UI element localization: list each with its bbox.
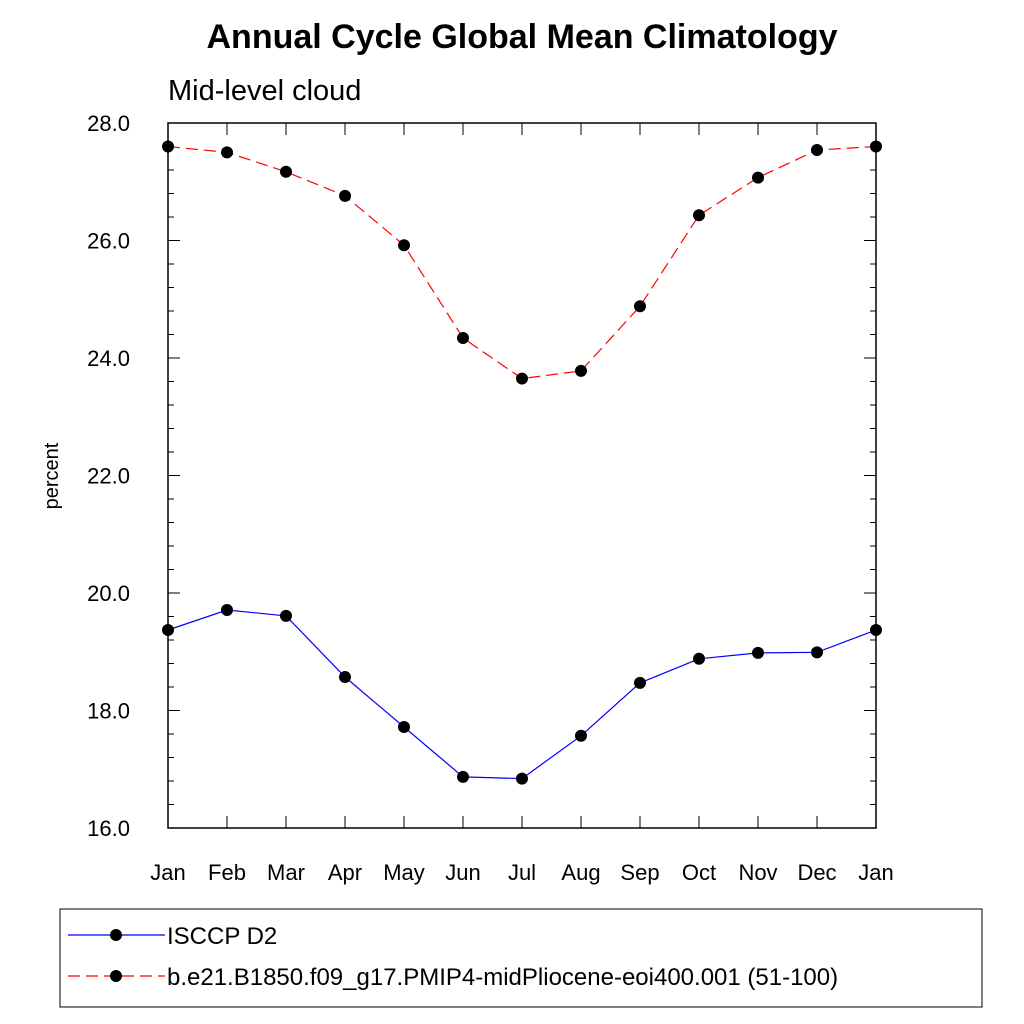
series-0-point bbox=[811, 646, 823, 659]
x-tick-label: Mar bbox=[267, 860, 305, 885]
series-1-point bbox=[693, 209, 705, 222]
series-0-point bbox=[634, 676, 646, 689]
x-tick-label: Nov bbox=[738, 860, 777, 885]
chart-title: Annual Cycle Global Mean Climatology bbox=[207, 18, 838, 56]
series-1-point bbox=[575, 364, 587, 377]
y-tick-label: 18.0 bbox=[87, 699, 130, 724]
series-1-point bbox=[870, 140, 882, 153]
plot-frame bbox=[167, 122, 877, 829]
series-0-point bbox=[339, 671, 351, 684]
series-0-point bbox=[752, 646, 764, 659]
legend-marker-isccp bbox=[110, 929, 122, 941]
y-tick-label: 28.0 bbox=[87, 111, 130, 136]
y-tick-label: 26.0 bbox=[87, 229, 130, 254]
legend-marker-model bbox=[110, 970, 122, 982]
x-tick-label: Feb bbox=[208, 860, 246, 885]
series-1-point bbox=[634, 300, 646, 313]
y-tick-label: 20.0 bbox=[87, 581, 130, 606]
axis-ticks bbox=[167, 122, 877, 829]
series-layer bbox=[162, 140, 882, 785]
series-1-point bbox=[811, 144, 823, 157]
legend-box bbox=[59, 908, 983, 1008]
series-1-point bbox=[457, 332, 469, 345]
x-tick-label: May bbox=[383, 860, 425, 885]
x-tick-label: Dec bbox=[797, 860, 836, 885]
series-0-point bbox=[162, 624, 174, 637]
legend-label-isccp: ISCCP D2 bbox=[167, 923, 277, 950]
series-1-point bbox=[516, 372, 528, 385]
y-axis-label: percent bbox=[41, 442, 63, 509]
chart-subtitle: Mid-level cloud bbox=[168, 75, 361, 107]
x-tick-label: Jan bbox=[150, 860, 185, 885]
series-line-1 bbox=[167, 145, 877, 380]
y-tick-label: 24.0 bbox=[87, 346, 130, 371]
legend: ISCCP D2 b.e21.B1850.f09_g17.PMIP4-midPl… bbox=[59, 908, 983, 1008]
x-tick-label: Jun bbox=[445, 860, 480, 885]
series-line-0 bbox=[167, 609, 877, 780]
x-tick-label: Aug bbox=[561, 860, 600, 885]
series-0-point bbox=[516, 772, 528, 785]
y-tick-label: 22.0 bbox=[87, 464, 130, 489]
x-axis-tick-labels: Jan Feb Mar Apr May Jun Jul Aug Sep Oct Nov Dec Jan bbox=[150, 860, 893, 885]
series-0-point bbox=[693, 652, 705, 665]
x-tick-label: Oct bbox=[682, 860, 716, 885]
series-0-point bbox=[398, 720, 410, 733]
series-1-point bbox=[398, 239, 410, 252]
y-tick-label: 16.0 bbox=[87, 816, 130, 841]
series-0-point bbox=[575, 729, 587, 742]
series-1-point bbox=[280, 165, 292, 178]
x-tick-label: Sep bbox=[620, 860, 659, 885]
series-0-point bbox=[870, 624, 882, 637]
y-axis-tick-labels: 16.0 18.0 20.0 22.0 24.0 26.0 28.0 bbox=[87, 111, 130, 841]
series-1-point bbox=[162, 140, 174, 153]
x-tick-label: Jul bbox=[508, 860, 536, 885]
legend-label-model: b.e21.B1850.f09_g17.PMIP4-midPliocene-eo… bbox=[167, 964, 838, 991]
x-tick-label: Jan bbox=[858, 860, 893, 885]
series-0-point bbox=[221, 604, 233, 617]
series-1-point bbox=[221, 146, 233, 159]
series-1-point bbox=[752, 171, 764, 184]
series-0-point bbox=[457, 770, 469, 783]
series-1-point bbox=[339, 189, 351, 202]
x-tick-label: Apr bbox=[328, 860, 362, 885]
series-0-point bbox=[280, 609, 292, 622]
